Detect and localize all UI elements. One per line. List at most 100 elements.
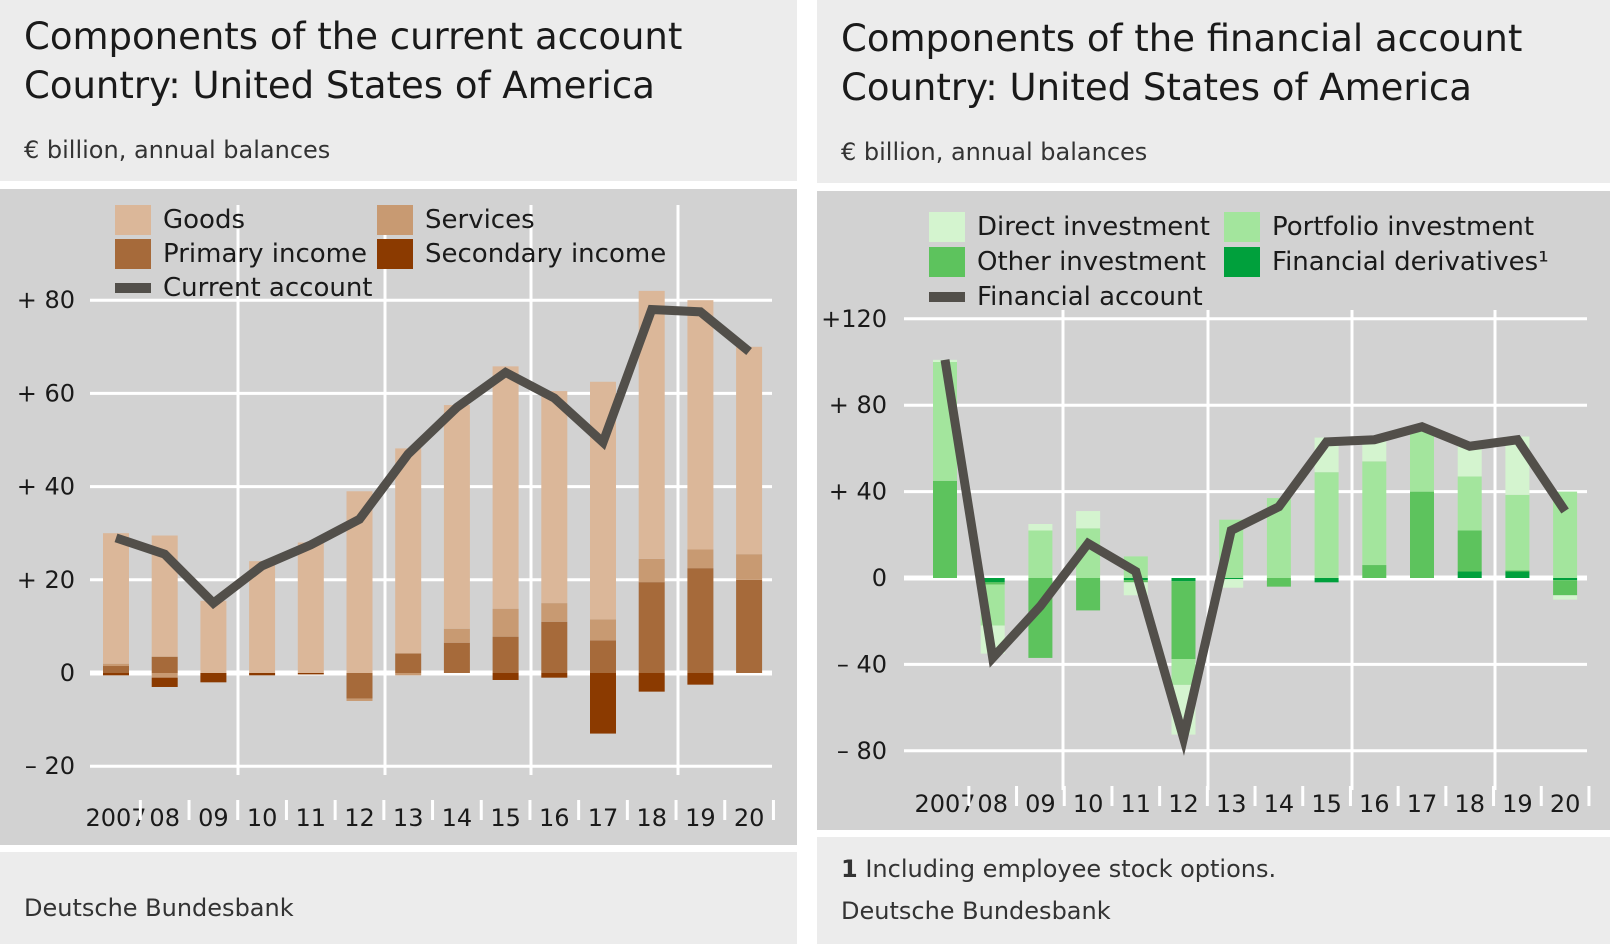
legend-label: Primary income <box>163 239 367 269</box>
x-tick-label: 10 <box>247 804 278 832</box>
y-tick-label: + 80 <box>829 391 887 419</box>
legend-label: Goods <box>163 205 246 235</box>
bar-financial-derivatives- <box>1219 578 1244 580</box>
legend-item: Primary income <box>115 239 367 269</box>
bar-portfolio-investment <box>1410 431 1434 492</box>
bar-direct-investment <box>1076 511 1101 529</box>
footer: 1 Including employee stock options. Deut… <box>817 837 1610 944</box>
bar-other-investment <box>933 480 957 578</box>
x-tick-label: 14 <box>442 804 473 832</box>
legend-swatch <box>1224 212 1260 242</box>
legend-swatch <box>115 283 151 293</box>
y-tick-label: +120 <box>821 305 887 333</box>
bar-primary-income <box>638 582 665 673</box>
legend-swatch <box>115 205 151 235</box>
y-tick-label: + 60 <box>17 379 75 407</box>
bar-secondary-income <box>492 673 519 680</box>
legend-item: Services <box>377 205 535 235</box>
bar-primary-income <box>151 656 178 673</box>
y-tick-label: 0 <box>60 659 75 687</box>
bar-portfolio-investment <box>1457 476 1482 531</box>
legend-label: Portfolio investment <box>1272 212 1535 242</box>
current-account-chart: – 20 0 + 20 + 40 + 60 + 80 2007 08 09 10 11 12 13 14 1… <box>17 205 775 832</box>
bar-secondary-income <box>151 677 178 687</box>
bar-other-investment <box>1553 580 1578 596</box>
x-tick-label: 09 <box>198 804 229 832</box>
current-account-panel: Components of the current account Country… <box>0 0 797 944</box>
bar-secondary-income <box>103 673 129 676</box>
x-tick-label: 17 <box>588 804 619 832</box>
x-tick-label: 12 <box>344 804 375 832</box>
bar-services <box>736 554 763 580</box>
line-current-account <box>114 304 752 610</box>
footnote-text: Including employee stock options. <box>865 855 1277 883</box>
bar-goods <box>249 561 276 673</box>
bar-primary-income <box>443 642 470 673</box>
legend-swatch <box>377 239 413 269</box>
legend-swatch <box>929 292 965 302</box>
y-tick-label: + 80 <box>17 286 75 314</box>
y-tick-label: – 20 <box>25 752 75 780</box>
bar-financial-derivatives- <box>1505 571 1530 578</box>
x-tick-label: 15 <box>490 804 521 832</box>
footnote: 1 Including employee stock options. <box>841 855 1276 883</box>
footer: Deutsche Bundesbank <box>0 852 797 944</box>
x-tick-label: 16 <box>539 804 570 832</box>
y-tick-label: + 40 <box>17 473 75 501</box>
x-tick-label: 16 <box>1359 790 1390 818</box>
bar-services <box>151 673 178 678</box>
y-tick-label: – 40 <box>837 650 887 678</box>
x-tick-label: 08 <box>149 804 180 832</box>
bar-primary-income <box>395 653 422 673</box>
bar-financial-derivatives- <box>1553 578 1578 581</box>
legend-label: Financial derivatives¹ <box>1272 247 1549 277</box>
bar-secondary-income <box>200 673 227 683</box>
legend-item: Direct investment <box>929 212 1210 242</box>
bar-financial-derivatives- <box>1457 571 1482 578</box>
bar-secondary-income <box>590 673 616 734</box>
bar-primary-income <box>103 666 129 673</box>
bar-portfolio-investment <box>1314 472 1339 578</box>
bar-services <box>395 673 422 676</box>
legend-label: Current account <box>163 273 373 303</box>
legend-swatch <box>929 212 965 242</box>
legend-label: Other investment <box>977 247 1206 277</box>
x-tick-label: 18 <box>636 804 667 832</box>
bar-other-investment <box>1362 565 1387 578</box>
bar-other-investment <box>1076 578 1101 611</box>
bar-secondary-income <box>638 673 665 692</box>
bar-financial-derivatives- <box>980 578 1005 583</box>
bar-primary-income <box>687 568 714 673</box>
x-tick-label: 15 <box>1311 790 1342 818</box>
bar-goods <box>541 391 568 604</box>
bar-services <box>541 603 568 622</box>
title-line-1: Components of the financial account <box>841 17 1523 60</box>
x-tick-label: 19 <box>1502 790 1533 818</box>
y-tick-label: + 40 <box>829 478 887 506</box>
x-tick-label: 13 <box>393 804 424 832</box>
x-tick-label: 11 <box>1121 790 1152 818</box>
bar-portfolio-investment <box>1362 461 1387 566</box>
bar-services <box>687 549 714 569</box>
legend-label: Secondary income <box>425 239 667 269</box>
bar-direct-investment <box>1457 446 1482 477</box>
x-tick-label: 10 <box>1073 790 1104 818</box>
bar-other-investment <box>1410 491 1434 578</box>
y-tick-label: 0 <box>872 564 887 592</box>
bar-secondary-income <box>297 673 324 675</box>
chart-title: Components of the current account Country… <box>24 12 682 110</box>
source: Deutsche Bundesbank <box>24 894 294 922</box>
y-tick-label: + 20 <box>17 566 75 594</box>
bar-services <box>443 628 470 643</box>
bar-direct-investment <box>1219 579 1244 588</box>
legend-label: Direct investment <box>977 212 1210 242</box>
bar-goods <box>736 346 763 555</box>
bar-services <box>103 663 129 667</box>
x-tick-label: 08 <box>977 790 1008 818</box>
legend-swatch <box>115 239 151 269</box>
x-tick-label: 18 <box>1454 790 1485 818</box>
financial-account-panel: Components of the financial account Count… <box>817 0 1610 944</box>
bar-primary-income <box>736 579 763 673</box>
chart-subtitle: € billion, annual balances <box>841 138 1148 166</box>
bar-services <box>492 608 519 637</box>
